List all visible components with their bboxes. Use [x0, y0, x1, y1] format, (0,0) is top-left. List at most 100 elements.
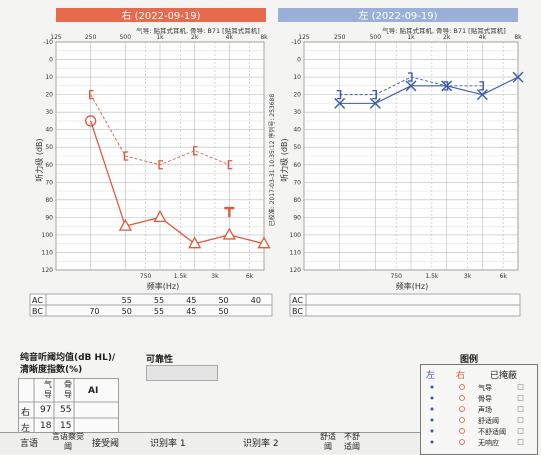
left-bone-value: 15	[60, 421, 72, 431]
y-tick-label: 110	[290, 249, 302, 256]
left-subtitle: 气导: 贴耳式耳机, 骨导: B71 [贴耳式耳机]	[382, 26, 506, 35]
left-xlabel: 频率(Hz)	[396, 281, 428, 291]
right-air-value: 97	[40, 405, 52, 415]
left-ylabel: 听力级 (dB)	[279, 138, 289, 181]
air-conduction-x	[476, 89, 488, 101]
bc-value: 50	[122, 307, 132, 316]
y-tick-label: 90	[293, 214, 301, 221]
bone-conduction-line	[90, 94, 230, 166]
y-tick-label: 50	[293, 144, 301, 151]
col-ai-header: AI	[88, 386, 99, 396]
right-ylabel: 听力级 (dB)	[34, 138, 44, 181]
bottom-tick-label: 6k	[246, 273, 254, 280]
air-conduction-x	[512, 71, 524, 83]
y-tick-label: 10	[45, 74, 53, 81]
bottom-tick-label: 3k	[464, 273, 472, 280]
bottom-tick-label: 6k	[500, 273, 508, 280]
bone-conduction-bracket	[408, 72, 413, 82]
top-tick-label: 1k	[156, 34, 164, 41]
legend-left-symbol	[430, 418, 434, 422]
legend-item-label: 无响应	[478, 438, 499, 447]
right-chart-grid: 125 250 500 1k 2k 4k 8k 750 1.5k 3k 6k -10 0 10 20 30 40…	[42, 34, 269, 280]
uncomfortable-level: 不舒适阈	[344, 432, 360, 451]
y-tick-label: 80	[45, 197, 53, 204]
y-tick-label: 10	[293, 74, 301, 81]
y-tick-label: 30	[45, 109, 53, 116]
ac-row-label: AC	[32, 296, 43, 305]
left-header-bar	[278, 8, 518, 22]
bone-conduction-line	[339, 76, 483, 96]
recognition-rate-1: 识别率 1	[150, 439, 186, 449]
masked-air-triangle	[153, 210, 167, 223]
bc-value: 70	[89, 307, 99, 316]
row-left-label: 左	[21, 424, 31, 434]
bone-conduction-bracket	[227, 160, 233, 170]
top-tick-label: 125	[50, 34, 62, 41]
top-tick-label: 4k	[479, 34, 487, 41]
top-tick-label: 500	[120, 34, 132, 41]
bone-conduction-bracket	[123, 151, 129, 161]
legend-masked-symbol	[517, 395, 524, 401]
top-tick-label: 500	[370, 34, 382, 41]
left-header-text: 左 (2022-09-19)	[358, 9, 437, 22]
bottom-tick-label: 750	[140, 273, 152, 280]
y-tick-label: 70	[293, 179, 301, 186]
bone-conduction-bracket	[443, 81, 449, 91]
masked-bone-t-marker	[224, 206, 235, 218]
legend-left-symbol	[430, 407, 434, 411]
legend-masked-symbol	[517, 417, 524, 423]
y-tick-label: 20	[293, 92, 301, 99]
ac-bc-area: AC BC 55 55 45 50 40 70 50 55 45 50 AC BC	[29, 293, 521, 317]
reliability-field[interactable]	[146, 365, 218, 381]
y-tick-label: 100	[42, 232, 54, 239]
legend-left-symbol	[430, 440, 434, 444]
legend-right-symbol	[459, 384, 465, 390]
speech-row	[0, 432, 420, 454]
comfortable-level: 舒适阈	[320, 432, 336, 451]
y-tick-label: 40	[45, 127, 53, 134]
masked-air-triangle	[118, 218, 132, 231]
ac-value: 50	[218, 296, 228, 305]
y-tick-label: 60	[293, 162, 301, 169]
speech-reception-threshold: 接受阈	[92, 439, 120, 449]
ac-bc-table-right: AC BC 55 55 45 50 40 70 50 55 45 50	[29, 293, 273, 317]
legend-right-symbol	[459, 439, 465, 445]
col-bone-header: 骨导	[64, 380, 72, 399]
col-air-header: 气导	[44, 380, 52, 399]
top-tick-label: 1k	[407, 34, 415, 41]
row-right-label: 右	[21, 408, 31, 418]
masked-air-triangle	[222, 227, 236, 240]
bone-conduction-bracket	[89, 89, 94, 100]
summary-title-line2: 清晰度指数(%)	[20, 365, 83, 375]
y-tick-label: -10	[291, 39, 301, 46]
right-chart-marks	[85, 89, 271, 249]
reliability-label: 可靠性	[146, 355, 174, 365]
top-tick-label: 2k	[443, 34, 451, 41]
right-header-text: 右 (2022-09-19)	[121, 9, 200, 22]
left-chart-marks	[334, 71, 524, 109]
bottom-tick-label: 1.5k	[425, 273, 439, 280]
y-tick-label: 30	[293, 109, 301, 116]
y-tick-label: 70	[45, 179, 53, 186]
legend-masked-symbol	[517, 439, 524, 445]
bone-conduction-bracket	[479, 81, 484, 91]
air-conduction-line	[339, 76, 519, 104]
legend-item-label: 舒适阈	[478, 416, 499, 425]
air-conduction-circle	[85, 115, 97, 127]
right-xlabel: 频率(Hz)	[147, 281, 179, 291]
y-tick-label: 120	[290, 267, 302, 274]
summary-title-line1: 纯音听阈均值(dB HL)/	[20, 353, 116, 363]
legend-left-symbol	[430, 429, 434, 433]
right-header-bar	[56, 8, 266, 22]
legend-right-symbol	[459, 395, 465, 401]
legend-right-header: 右	[456, 371, 466, 381]
top-tick-label: 250	[334, 34, 346, 41]
calibration-text: 已校准: 2017-03-31 10:35:12 序列号: 253688	[268, 94, 276, 227]
y-tick-label: 60	[45, 162, 53, 169]
ac-value: 40	[251, 296, 261, 305]
ac-row-label: AC	[292, 296, 303, 305]
y-tick-label: 50	[45, 144, 53, 151]
bone-conduction-bracket	[193, 146, 198, 156]
speech-label: 言语	[20, 439, 39, 449]
